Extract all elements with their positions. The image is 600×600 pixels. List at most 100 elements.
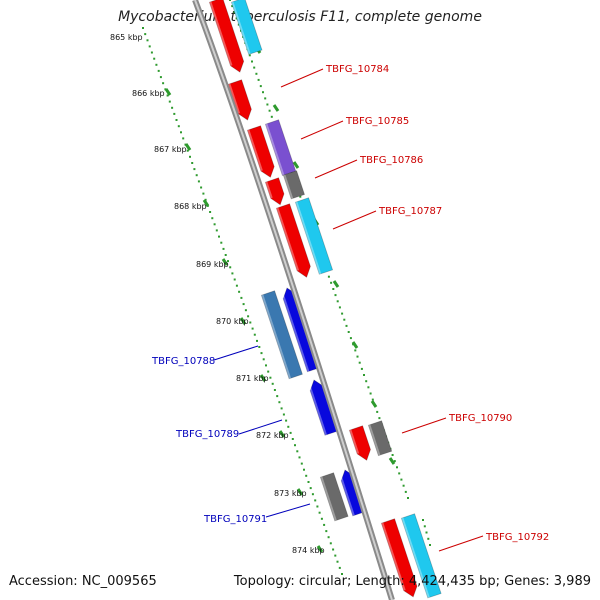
inner-tick-track-dot [209,211,212,213]
gene-label: TBFG_10789 [175,429,239,440]
outer-tick-track-lower-dot [422,519,424,521]
inner-tick-track-dot [298,456,301,459]
inner-tick-track-dot [260,352,263,355]
tick-mark [388,457,396,465]
inner-tick-track-dot [224,254,227,256]
inner-tick-track-dot [171,106,174,109]
outer-tick-track-upper-dot [376,410,379,413]
outer-tick-track-upper-dot [255,72,258,75]
outer-tick-track-upper-dot [237,23,240,26]
outer-tick-track-upper-dot [343,318,346,321]
gene-label: TBFG_10791 [203,514,267,525]
gene-label: TBFG_10792 [485,532,549,543]
tick-mark [164,88,172,96]
inner-tick-track-dot [256,339,258,342]
outer-tick-track-upper-dot [248,54,251,57]
inner-tick-track-dot [278,401,281,404]
outer-tick-track-upper-dot [259,85,262,88]
tick-label: 869 kbp [196,260,229,269]
inner-tick-track-dot [218,235,220,238]
gene-labels-layer: TBFG_10784 TBFG_10785 TBFG_10786 TBFG_10787… [151,64,549,552]
inner-tick-track-dot [287,425,290,428]
inner-tick-track-dot [186,149,189,152]
outer-tick-track-upper-dot [231,5,234,8]
inner-tick-track-dot [265,364,267,367]
gene-label: TBFG_10788 [151,356,215,367]
inner-tick-track-dot [314,499,317,502]
tick-label: 870 kbp [216,317,249,326]
inner-tick-track-dot [157,69,160,72]
outer-tick-track-upper-dot [354,349,357,352]
inner-tick-track-dot [191,162,194,164]
outer-tick-track-upper-dot [330,281,333,284]
outer-tick-track-upper-dot [371,398,374,401]
tick-mark [316,545,324,553]
inner-tick-track-dot [294,444,296,447]
inner-tick-track-dot [253,333,256,336]
inner-tick-track-dot [148,45,151,48]
tick-mark [221,258,229,266]
outer-tick-track-upper-dot [235,17,238,20]
outer-tick-track-upper-dot [369,392,372,395]
gene-label: TBFG_10790 [448,413,512,424]
outer-tick-track-upper-dot [270,115,273,118]
inner-tick-track-dot [150,51,153,54]
gene-label: TBFG_10786 [359,155,423,166]
tick-label: 866 kbp [132,89,165,98]
inner-tick-track-dot [220,241,223,244]
outer-tick-track-upper-dot [341,312,344,315]
outer-tick-track-upper-dot [347,331,350,333]
gene-red-872 [348,425,371,461]
outer-tick-track-upper-dot [400,478,403,481]
outer-tick-track-upper-dot [378,417,381,420]
inner-tick-track-dot [291,438,294,440]
inner-tick-track-dot [327,536,330,539]
inner-tick-track-dot [164,88,167,91]
inner-tick-track-dot [193,168,196,171]
outer-tick-track-upper-dot [396,466,398,469]
topology-text: Topology: circular; Length: 4,424,435 bp… [233,574,591,589]
gene-blue-870-shine [280,289,310,372]
inner-tick-track-dot [285,419,288,422]
backbone-highlight [194,0,393,600]
gene-grey-872 [367,420,393,457]
inner-tick-track-dot [231,272,234,275]
tick-mark [351,341,359,349]
gene-label-leader [401,417,447,434]
tick-mark [202,199,210,207]
gene-red-868b-shine [276,207,300,271]
inner-tick-track-dot [180,131,182,134]
inner-tick-track-dot [341,573,343,575]
outer-tick-track-lower-dot [427,537,430,540]
outer-tick-track-lower-dot [423,525,426,528]
outer-tick-track-upper-dot [363,374,365,376]
inner-tick-track-dot [305,474,308,477]
inner-tick-track-dot [168,100,171,103]
inner-tick-track-dot [189,155,191,158]
gene-red-868a-shine [265,181,273,199]
outer-tick-track-upper-dot [402,484,405,487]
gene-label-leader [438,535,484,552]
inner-tick-track-dot [280,407,283,410]
inner-tick-track-dot [182,137,185,140]
tick-label: 868 kbp [174,202,207,211]
inner-tick-track-dot [318,511,321,514]
gene-red-867-shine [247,129,263,172]
tick-mark [259,374,267,382]
inner-tick-track-dot [195,174,198,177]
outer-tick-track-upper-dot [345,324,348,327]
outer-tick-track-upper-dot [391,454,394,456]
inner-tick-track-dot [289,431,292,434]
inner-tick-track-dot [153,57,156,60]
gene-red-868b [275,203,311,278]
gene-blue-871-shine [307,381,327,436]
outer-tick-track-upper-dot [360,367,363,370]
gene-grey-868-shine [283,174,294,199]
inner-tick-track-dot [244,309,247,312]
inner-tick-track-dot [197,180,200,183]
gene-grey-873-shine [320,476,337,521]
gene-label-leader [314,159,358,179]
gene-label-leader [332,210,377,230]
gene-red-868a [264,177,285,206]
inner-tick-track-dot [271,382,274,385]
